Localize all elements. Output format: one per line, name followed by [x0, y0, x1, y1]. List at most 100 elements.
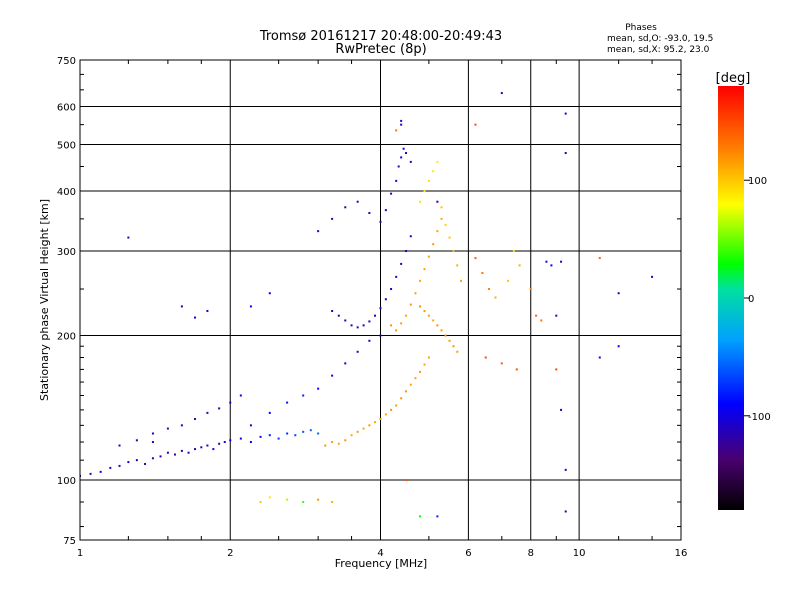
- data-point: [390, 288, 393, 291]
- data-point: [456, 350, 459, 353]
- data-point: [395, 129, 398, 132]
- y-tick-label: 100: [57, 476, 76, 487]
- data-point: [223, 441, 226, 444]
- data-point: [268, 292, 271, 295]
- data-point: [484, 356, 487, 359]
- data-point: [317, 387, 320, 390]
- data-point: [456, 264, 459, 267]
- data-point: [419, 279, 422, 282]
- x-tick-label: 1: [77, 548, 83, 559]
- data-point: [249, 305, 252, 308]
- data-point: [440, 329, 443, 332]
- data-point: [331, 500, 334, 503]
- data-point: [474, 123, 477, 126]
- data-point: [350, 434, 353, 437]
- data-point: [317, 230, 320, 233]
- data-point: [302, 430, 305, 433]
- phases-o-stats: mean, sd,O: -93.0, 19.5: [607, 34, 713, 44]
- data-point: [135, 439, 138, 442]
- y-tick-label: 300: [57, 247, 76, 258]
- data-point: [427, 314, 430, 317]
- y-tick-label: 750: [57, 56, 76, 67]
- data-point: [286, 401, 289, 404]
- data-point: [488, 288, 491, 291]
- data-point: [423, 268, 426, 271]
- data-point: [436, 160, 439, 163]
- data-point: [545, 260, 548, 263]
- y-axis-label: Stationary phase Virtual Height [km]: [38, 199, 51, 401]
- data-point: [405, 152, 408, 155]
- data-point: [448, 339, 451, 342]
- data-point: [395, 329, 398, 332]
- data-point: [317, 432, 320, 435]
- data-point: [379, 307, 382, 310]
- data-point: [374, 421, 377, 424]
- data-point: [550, 264, 553, 267]
- data-point: [368, 320, 371, 323]
- data-point: [194, 316, 197, 319]
- data-point: [99, 470, 102, 473]
- phases-x-stats: mean, sd,X: 95.2, 23.0: [607, 45, 710, 55]
- data-point: [249, 441, 252, 444]
- data-point: [400, 262, 403, 265]
- x-tick-label: 16: [675, 548, 688, 559]
- data-point: [180, 449, 183, 452]
- data-point: [344, 439, 347, 442]
- data-point: [515, 368, 518, 371]
- data-point: [405, 479, 408, 482]
- x-axis-label: Frequency [MHz]: [335, 557, 427, 570]
- data-point: [444, 334, 447, 337]
- x-tick-label: 2: [227, 548, 233, 559]
- data-point: [180, 305, 183, 308]
- data-point: [212, 448, 215, 451]
- y-tick-label: 200: [57, 332, 76, 343]
- data-point: [395, 275, 398, 278]
- data-point: [268, 411, 271, 414]
- data-point: [432, 319, 435, 322]
- data-point: [379, 334, 382, 337]
- data-point: [384, 209, 387, 212]
- data-point: [436, 200, 439, 203]
- x-tick-label: 4: [377, 548, 383, 559]
- data-point: [229, 401, 232, 404]
- y-tick-label: 400: [57, 187, 76, 198]
- data-point: [409, 160, 412, 163]
- chart-title: Tromsø 20161217 20:48:00-20:49:43: [259, 29, 502, 44]
- data-point: [268, 434, 271, 437]
- data-point: [350, 324, 353, 327]
- x-tick-label: 6: [465, 548, 471, 559]
- data-point: [127, 461, 130, 464]
- data-point: [368, 339, 371, 342]
- y-tick-label: 500: [57, 141, 76, 152]
- data-point: [109, 466, 112, 469]
- data-point: [194, 448, 197, 451]
- data-point: [294, 434, 297, 437]
- data-point: [529, 288, 532, 291]
- data-point: [452, 250, 455, 253]
- data-point: [379, 220, 382, 223]
- data-point: [560, 408, 563, 411]
- data-point: [400, 123, 403, 126]
- colorbar-tick-label: 0: [748, 294, 754, 305]
- data-point: [180, 424, 183, 427]
- data-points: [80, 92, 654, 518]
- data-point: [362, 324, 365, 327]
- data-point: [400, 119, 403, 122]
- data-point: [564, 112, 567, 115]
- plot-frame: [79, 59, 682, 541]
- data-point: [432, 243, 435, 246]
- data-point: [409, 383, 412, 386]
- data-point: [535, 314, 538, 317]
- data-point: [166, 427, 169, 430]
- data-point: [118, 464, 121, 467]
- data-point: [402, 147, 405, 150]
- data-point: [229, 439, 232, 442]
- data-point: [286, 432, 289, 435]
- data-point: [555, 314, 558, 317]
- data-point: [481, 271, 484, 274]
- data-point: [540, 319, 543, 322]
- data-point: [239, 394, 242, 397]
- data-point: [337, 314, 340, 317]
- data-point: [390, 192, 393, 195]
- data-point: [151, 441, 154, 444]
